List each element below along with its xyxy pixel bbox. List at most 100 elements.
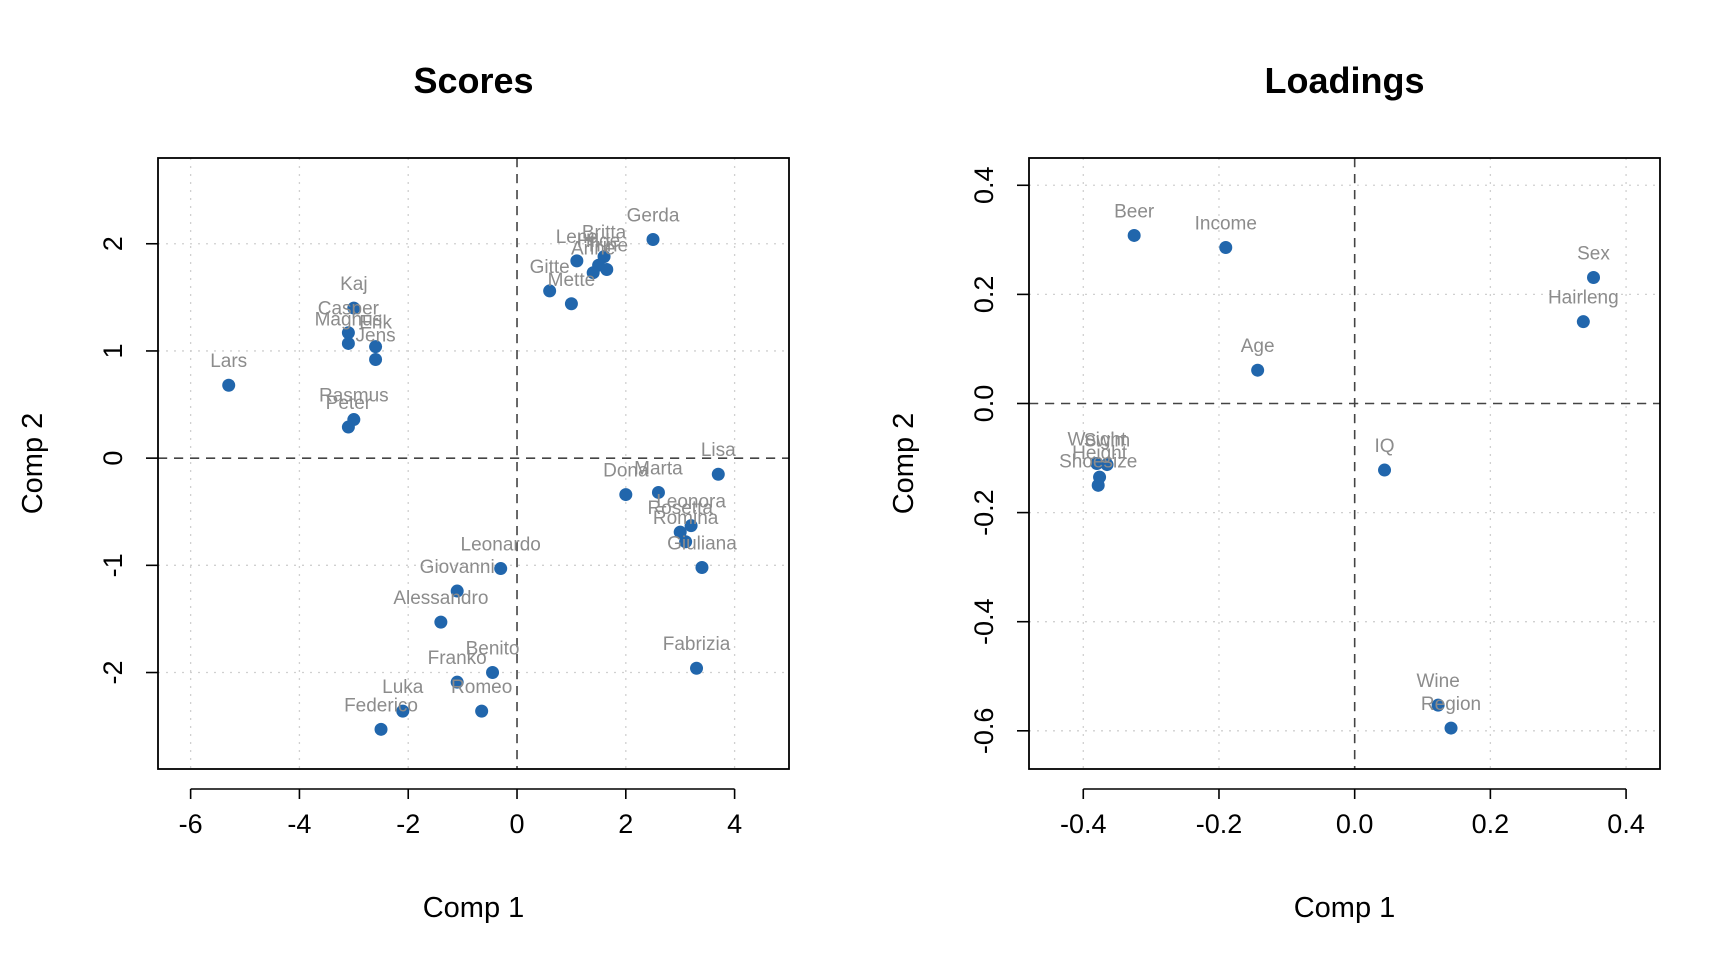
scores-point-5 xyxy=(369,353,383,367)
scores-plot-frame xyxy=(157,157,790,770)
scores-point-12 xyxy=(600,262,614,276)
scores-point-label-24: Giovanni xyxy=(420,557,495,578)
loadings-x-tick-label-2: 0.0 xyxy=(1336,809,1374,839)
scores-point-10 xyxy=(570,254,584,268)
loadings-point-6 xyxy=(1100,458,1114,472)
scores-x-tick-label-5: 4 xyxy=(727,809,742,839)
scores-point-label-20: Rosetta xyxy=(647,498,713,519)
scores-point-label-7: Peter xyxy=(326,393,372,414)
scores-x-axis-label: Comp 1 xyxy=(423,892,525,924)
scores-point-2 xyxy=(341,326,355,340)
scores-point-17 xyxy=(619,488,633,502)
loadings-point-label-8: Shoesize xyxy=(1059,451,1137,472)
scores-y-tick-label-0: -2 xyxy=(98,661,128,685)
scores-point-7 xyxy=(341,420,355,434)
scores-point-19 xyxy=(684,519,698,533)
loadings-point-11 xyxy=(1444,721,1458,735)
scores-point-23 xyxy=(494,562,508,576)
scores-x-tick-label-1: -4 xyxy=(287,809,311,839)
loadings-point-label-9: IQ xyxy=(1374,436,1394,457)
scores-point-label-8: Gerda xyxy=(627,205,680,226)
loadings-x-tick-label-4: 0.4 xyxy=(1607,809,1645,839)
loadings-point-label-3: Hairleng xyxy=(1548,288,1619,309)
scores-point-8 xyxy=(646,232,660,246)
scores-point-4 xyxy=(369,340,383,354)
scores-x-tick-label-4: 2 xyxy=(618,809,633,839)
scores-point-label-11: Hilde xyxy=(577,231,620,252)
scores-point-label-25: Alessandro xyxy=(393,588,488,609)
scores-point-label-0: Lars xyxy=(210,351,247,372)
loadings-x-tick-label-3: 0.2 xyxy=(1472,809,1510,839)
scores-point-label-29: Romeo xyxy=(451,677,512,698)
loadings-plot-frame xyxy=(1028,157,1661,770)
loadings-point-label-11: Region xyxy=(1421,694,1481,715)
scores-x-tick-label-0: -6 xyxy=(179,809,203,839)
scores-point-13 xyxy=(586,266,600,280)
scores-point-label-17: Dona xyxy=(603,461,649,482)
loadings-point-5 xyxy=(1090,457,1104,470)
scores-point-label-12: Trine xyxy=(585,235,628,256)
loadings-y-tick-label-2: -0.2 xyxy=(969,489,999,536)
loadings-y-tick-label-4: 0.2 xyxy=(969,276,999,314)
loadings-point-label-10: Wine xyxy=(1416,671,1459,692)
scores-point-28 xyxy=(450,675,464,689)
scores-point-label-28: Franko xyxy=(428,648,487,669)
loadings-point-0 xyxy=(1127,228,1141,242)
loadings-point-8 xyxy=(1091,478,1105,492)
loadings-point-label-5: Weight xyxy=(1067,430,1127,451)
scores-point-label-5: Jens xyxy=(356,326,396,347)
loadings-point-label-0: Beer xyxy=(1114,201,1155,222)
scores-point-label-10: Lene xyxy=(556,227,598,248)
scores-point-15 xyxy=(564,297,578,311)
loadings-title: Loadings xyxy=(1265,60,1425,101)
scores-point-label-4: Erik xyxy=(359,313,392,334)
scores-y-tick-label-2: 0 xyxy=(98,451,128,466)
loadings-y-axis-label: Comp 2 xyxy=(888,413,920,515)
scores-point-label-2: Casper xyxy=(318,299,380,320)
scores-point-27 xyxy=(486,666,500,680)
scores-point-0 xyxy=(222,378,236,392)
scores-y-tick-label-1: -1 xyxy=(98,553,128,577)
scores-point-label-30: Luka xyxy=(382,677,424,698)
scores-point-label-21: Romina xyxy=(653,508,719,529)
scores-point-label-13: Anne xyxy=(571,239,615,260)
loadings-y-tick-label-0: -0.6 xyxy=(969,708,999,755)
scores-point-25 xyxy=(434,615,448,629)
scores-title: Scores xyxy=(413,60,533,101)
scores-point-30 xyxy=(396,704,410,718)
loadings-point-9 xyxy=(1378,463,1392,477)
loadings-x-tick-label-1: -0.2 xyxy=(1196,809,1243,839)
scores-x-tick-label-2: -2 xyxy=(396,809,420,839)
scores-y-tick-label-3: 1 xyxy=(98,343,128,358)
loadings-point-label-4: Age xyxy=(1241,336,1275,357)
loadings-point-1 xyxy=(1219,240,1233,254)
loadings-point-label-2: Sex xyxy=(1577,243,1610,264)
scores-point-label-3: Magnus xyxy=(315,309,383,330)
scores-point-1 xyxy=(347,301,361,315)
scores-point-24 xyxy=(450,584,464,598)
loadings-y-tick-label-3: 0.0 xyxy=(969,385,999,423)
scores-point-29 xyxy=(475,704,489,718)
loadings-y-tick-label-1: -0.4 xyxy=(969,598,999,645)
scores-point-label-15: Mette xyxy=(548,270,596,291)
scores-point-16 xyxy=(711,467,725,481)
scores-point-label-16: Lisa xyxy=(701,440,736,461)
scores-point-label-27: Benito xyxy=(466,639,520,660)
loadings-y-tick-label-5: 0.4 xyxy=(969,167,999,205)
scores-y-axis-label: Comp 2 xyxy=(17,413,49,515)
scores-point-label-6: Rasmus xyxy=(319,386,389,407)
scores-x-tick-label-3: 0 xyxy=(510,809,525,839)
loadings-point-label-7: Height xyxy=(1072,443,1128,464)
loadings-panel: -0.4 -0.2 0.0 0.2 0.4 -0.6 -0.4 -0.2 0.0 0.2 0.4 Be… xyxy=(888,60,1661,924)
scores-point-label-18: Marta xyxy=(634,458,683,479)
scores-y-tick-label-4: 2 xyxy=(98,236,128,251)
scores-point-20 xyxy=(673,525,687,539)
loadings-point-4 xyxy=(1251,363,1265,377)
scores-point-22 xyxy=(695,560,709,574)
scores-point-14 xyxy=(543,284,557,298)
scores-point-21 xyxy=(679,535,693,549)
loadings-point-10 xyxy=(1431,698,1445,712)
loadings-point-label-1: Income xyxy=(1195,213,1257,234)
loadings-x-axis-label: Comp 1 xyxy=(1294,892,1396,924)
